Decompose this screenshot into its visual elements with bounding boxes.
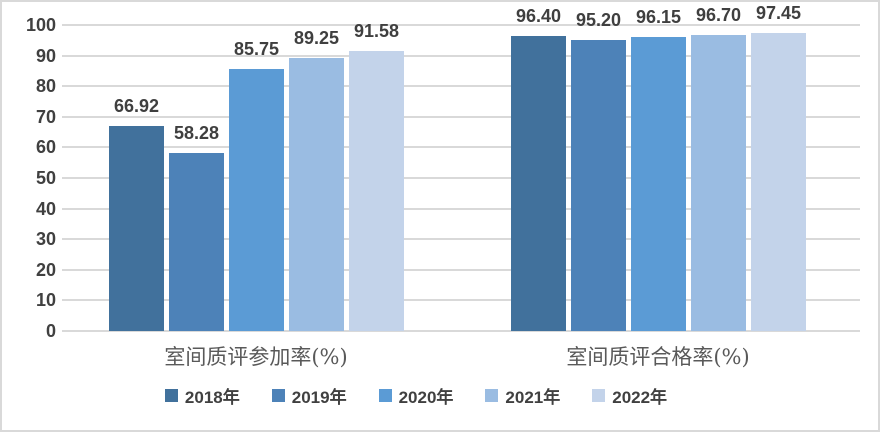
bar-value-label: 91.58 xyxy=(353,20,400,41)
gridline xyxy=(62,299,860,302)
y-axis-tick-label: 70 xyxy=(35,106,56,127)
gridline xyxy=(62,115,860,118)
bar-value-label: 89.25 xyxy=(293,27,340,48)
legend-item-2019年: 2019年 xyxy=(271,383,347,408)
bar-2021年-pass xyxy=(691,35,746,331)
legend-label: 2019年 xyxy=(291,388,347,407)
bar-value-label: 96.15 xyxy=(635,6,682,27)
legend-label: 2018年 xyxy=(184,388,240,407)
legend-item-2021年: 2021年 xyxy=(485,383,560,408)
legend-swatch xyxy=(378,389,392,402)
bar-value-label: 96.70 xyxy=(695,5,742,26)
y-axis-tick-label: 20 xyxy=(35,259,56,280)
y-axis-tick-label: 0 xyxy=(45,321,56,341)
bar-2022年-participation xyxy=(349,50,404,331)
y-axis-tick-label: 80 xyxy=(35,76,56,97)
y-axis-tick-label: 30 xyxy=(35,229,56,250)
bar-value-label: 95.20 xyxy=(575,9,622,30)
gridline xyxy=(62,54,860,57)
legend-label: 2022年 xyxy=(612,388,668,407)
bar-2020年-pass xyxy=(631,36,686,331)
bar-2018年-participation xyxy=(109,126,164,331)
bar-value-label: 58.28 xyxy=(173,122,220,143)
gridline xyxy=(62,146,860,149)
bar-2020年-participation xyxy=(229,68,284,331)
bar-2022年-pass xyxy=(751,32,806,331)
legend-label: 2021年 xyxy=(505,388,561,407)
bar-value-label: 96.40 xyxy=(515,6,562,27)
y-axis-tick-label: 10 xyxy=(35,290,56,311)
gridline xyxy=(62,268,860,271)
bar-value-label: 85.75 xyxy=(233,38,280,59)
legend-swatch xyxy=(485,389,499,402)
y-axis-tick-label: 50 xyxy=(35,168,56,188)
legend: 2018年 2019年 2020年 2021年 2022年 xyxy=(2,383,856,408)
y-axis-tick-label: 100 xyxy=(25,15,56,35)
gridline xyxy=(62,238,860,241)
legend-swatch xyxy=(592,389,606,402)
bar-2018年-pass xyxy=(511,36,566,331)
gridline xyxy=(62,24,860,26)
legend-label: 2020年 xyxy=(398,388,454,407)
bar-value-label: 66.92 xyxy=(113,96,160,117)
legend-item-2018年: 2018年 xyxy=(164,383,240,408)
y-axis-tick-label: 90 xyxy=(35,45,56,66)
bar-2019年-participation xyxy=(169,152,224,331)
gridline xyxy=(62,330,860,332)
gridline xyxy=(62,207,860,210)
legend-item-2022年: 2022年 xyxy=(592,383,667,408)
bar-2021年-participation xyxy=(289,57,344,331)
legend-swatch xyxy=(271,389,285,402)
gridline xyxy=(62,85,860,88)
y-axis-tick-label: 60 xyxy=(35,137,56,158)
bar-2019年-pass xyxy=(571,39,626,331)
bar-value-label: 97.45 xyxy=(755,2,802,23)
category-label-pass-rate: 室间质评合格率(%) xyxy=(566,345,750,369)
gridline xyxy=(62,177,860,179)
legend-swatch xyxy=(164,389,178,402)
category-label-participation-rate: 室间质评参加率(%) xyxy=(164,345,348,369)
legend-item-2020年: 2020年 xyxy=(378,383,454,408)
y-axis-tick-label: 40 xyxy=(35,198,56,219)
